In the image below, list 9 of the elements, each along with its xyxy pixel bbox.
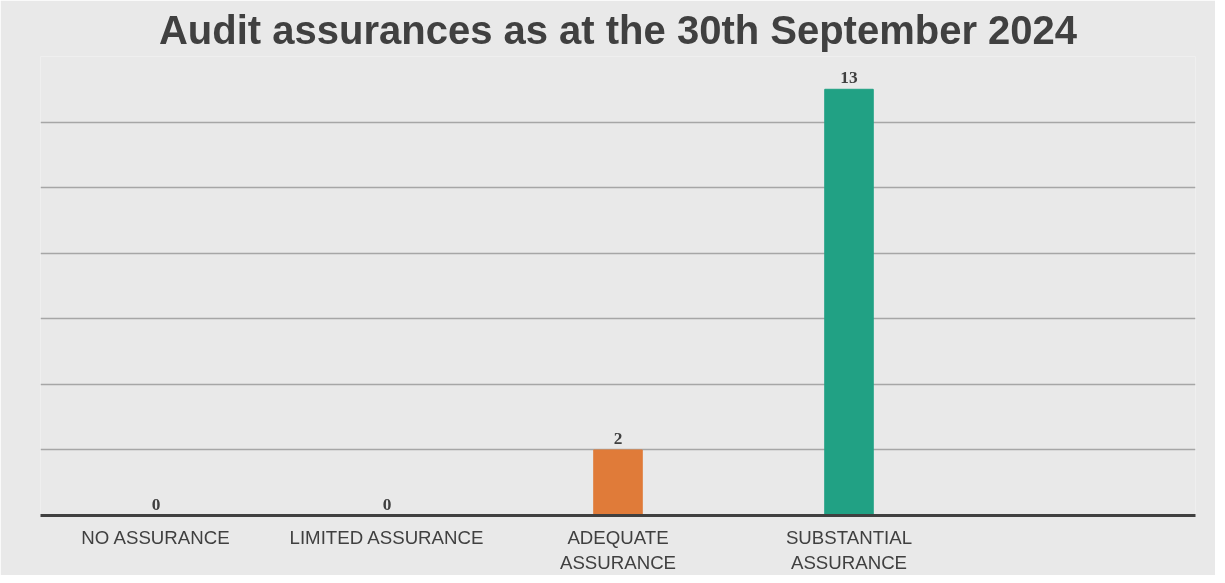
x-tick-label: NO ASSURANCE bbox=[81, 526, 230, 548]
data-label: 13 bbox=[840, 68, 858, 88]
x-tick-label: ADEQUATE ASSURANCE bbox=[559, 526, 677, 573]
x-tick-label: LIMITED ASSURANCE bbox=[289, 526, 484, 548]
x-tick-label: SUBSTANTIAL ASSURANCE bbox=[785, 526, 913, 573]
data-label: 0 bbox=[382, 494, 392, 514]
chart-title: Audit assurances as at the 30th September 2024 bbox=[158, 7, 1078, 52]
data-label: 2 bbox=[613, 428, 623, 448]
data-label: 0 bbox=[151, 494, 161, 514]
